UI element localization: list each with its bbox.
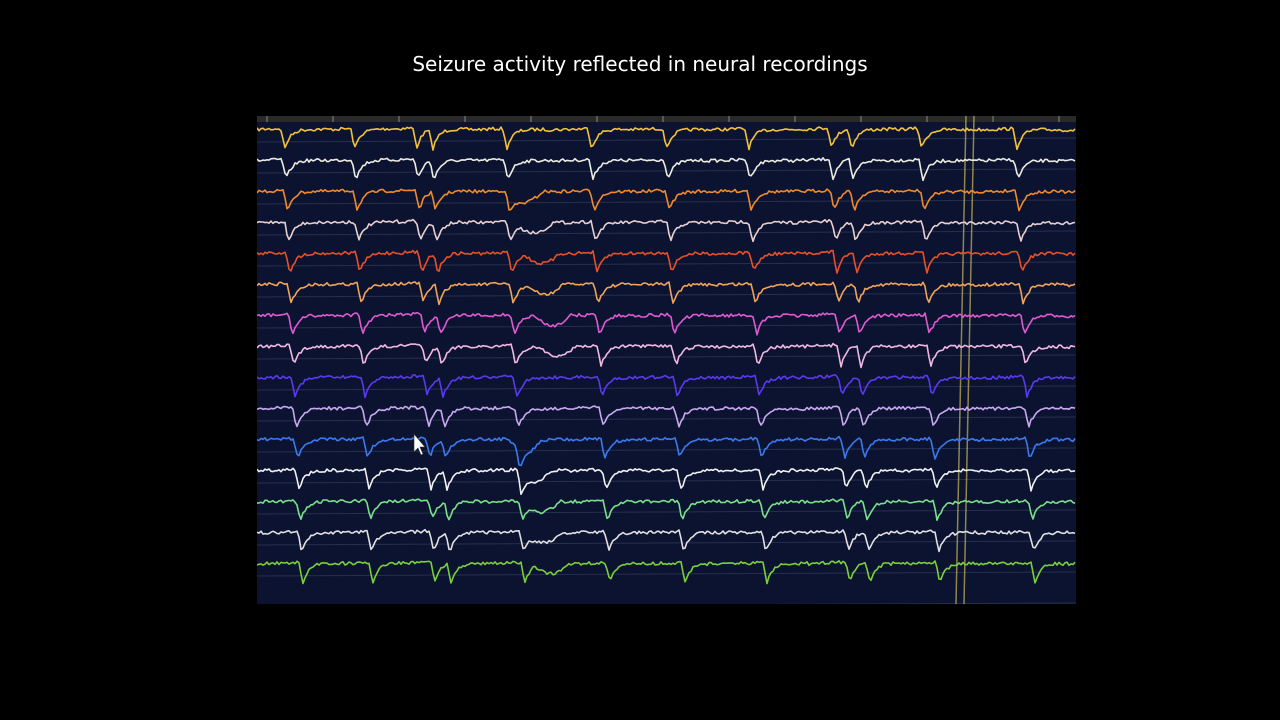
channel-traces bbox=[257, 126, 1076, 585]
grid-line bbox=[257, 323, 1076, 329]
grid-line bbox=[257, 571, 1076, 577]
neural-recording-image bbox=[257, 116, 1076, 604]
channel-trace bbox=[257, 281, 1076, 306]
grid-line bbox=[257, 509, 1076, 515]
channel-trace bbox=[257, 373, 1076, 399]
neural-recording-traces bbox=[257, 116, 1076, 604]
channel-trace bbox=[257, 311, 1076, 336]
grid-line bbox=[257, 137, 1076, 143]
grid-line bbox=[257, 261, 1076, 267]
channel-trace bbox=[257, 342, 1076, 369]
channel-trace bbox=[257, 218, 1076, 243]
grid-line bbox=[257, 385, 1076, 391]
grid-line bbox=[257, 292, 1076, 298]
event-marker-line bbox=[955, 116, 967, 604]
grid-line bbox=[257, 199, 1076, 205]
channel-trace bbox=[257, 157, 1076, 182]
channel-trace bbox=[257, 467, 1076, 496]
grid-line bbox=[768, 602, 1076, 604]
channel-trace bbox=[257, 528, 1076, 553]
event-marker-line bbox=[963, 116, 975, 604]
grid-line bbox=[257, 540, 1076, 546]
channel-trace bbox=[257, 435, 1076, 467]
grid-line bbox=[257, 230, 1076, 236]
channel-trace bbox=[257, 188, 1076, 212]
mouse-pointer-icon bbox=[413, 433, 426, 456]
channel-trace bbox=[257, 498, 1076, 521]
recording-top-ruler bbox=[257, 116, 1076, 122]
channel-trace bbox=[257, 560, 1076, 585]
slide-title: Seizure activity reflected in neural rec… bbox=[412, 52, 868, 76]
channel-trace bbox=[257, 249, 1076, 274]
grid-line bbox=[257, 416, 1076, 422]
channel-trace bbox=[257, 126, 1076, 151]
grid-line bbox=[257, 354, 1076, 360]
channel-trace bbox=[257, 405, 1076, 428]
